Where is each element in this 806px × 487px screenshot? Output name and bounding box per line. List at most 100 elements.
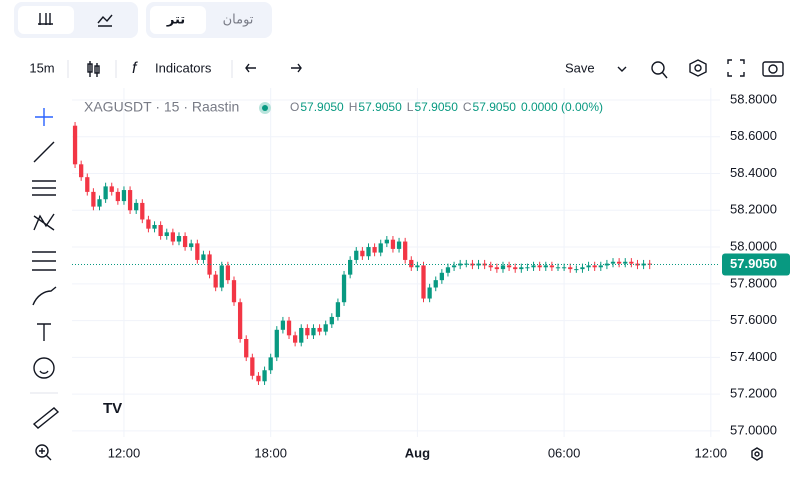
candle-body xyxy=(421,265,426,299)
line-tab[interactable] xyxy=(97,14,113,27)
x-tick-label: 12:00 xyxy=(108,445,141,460)
candle-body xyxy=(201,254,206,260)
candle-body xyxy=(610,261,616,264)
candle-body xyxy=(103,186,108,200)
candle-body xyxy=(519,267,524,270)
y-tick-label: 58.6000 xyxy=(730,128,777,143)
candle-body xyxy=(494,267,500,270)
ohlc-label: L xyxy=(407,100,414,114)
candle-body xyxy=(341,274,347,303)
ohlc-value: 57.9050 xyxy=(358,100,402,114)
candle-body xyxy=(470,263,475,266)
candle-body xyxy=(348,259,353,275)
ohlc: O 57.9050 H 57.9050 L 57.9050 C 57.9050 0.0000 (… xyxy=(290,100,603,114)
candle-body xyxy=(384,239,389,244)
tv-logo: TV xyxy=(103,400,122,417)
price-tag-label: 57.9050 xyxy=(730,256,777,271)
tether-label: تتر xyxy=(166,13,185,28)
y-tick-label: 57.8000 xyxy=(730,275,777,290)
candle-body xyxy=(140,202,145,220)
candle-body xyxy=(323,324,328,332)
y-tick-label: 58.8000 xyxy=(730,91,777,106)
candle-body xyxy=(488,265,493,268)
drawing-tools[interactable] xyxy=(32,108,60,461)
candle-body xyxy=(555,267,561,269)
candle-body xyxy=(500,265,506,270)
candle-body xyxy=(366,247,371,257)
candle-body xyxy=(415,265,420,268)
fx-icon: f xyxy=(132,60,138,77)
price-tag xyxy=(722,253,790,276)
candle-body xyxy=(97,199,102,207)
candle-body xyxy=(549,265,555,268)
candle-body xyxy=(256,375,261,382)
settings-icon[interactable] xyxy=(751,447,763,461)
candle-body xyxy=(286,320,292,336)
candle-body xyxy=(378,243,383,253)
candle-body xyxy=(146,219,151,229)
x-tick-label: Aug xyxy=(405,445,430,460)
candle-body xyxy=(506,265,512,268)
ohlc-label: C xyxy=(463,100,472,114)
candle-body xyxy=(433,280,438,288)
candle-body xyxy=(79,164,84,178)
candle-body xyxy=(213,274,218,288)
candle-body xyxy=(390,239,396,249)
save-btn[interactable]: Save xyxy=(565,60,595,75)
candle-body xyxy=(109,186,114,192)
candle-body xyxy=(464,263,469,265)
candle-body xyxy=(292,335,298,343)
candle-body xyxy=(561,267,567,269)
candle-body xyxy=(439,272,444,281)
y-tick-label: 57.0000 xyxy=(730,422,777,437)
indicators-btn[interactable]: Indicators xyxy=(155,60,212,75)
candle-body xyxy=(311,327,316,336)
candle-body xyxy=(219,265,224,288)
y-tick-label: 57.2000 xyxy=(730,386,777,401)
candle-body xyxy=(317,327,322,332)
candle-body xyxy=(476,263,481,266)
candle-body xyxy=(580,267,585,270)
undo-redo[interactable] xyxy=(245,63,302,73)
candle-body xyxy=(134,202,139,211)
ohlc-value: 57.9050 xyxy=(300,100,344,114)
x-tick-label: 18:00 xyxy=(254,445,287,460)
candle-body xyxy=(592,265,597,268)
candle-body xyxy=(72,125,78,165)
candle-body xyxy=(262,370,267,382)
y-tick-label: 57.6000 xyxy=(730,312,777,327)
candle-body xyxy=(403,241,408,260)
candle-type-btn[interactable] xyxy=(87,61,100,77)
interval[interactable]: 15m xyxy=(29,60,54,75)
y-tick-label: 58.2000 xyxy=(730,202,777,217)
candle-body xyxy=(127,190,133,211)
candle-body xyxy=(268,357,273,371)
candle-body xyxy=(299,327,304,343)
tether-tab[interactable] xyxy=(150,6,206,34)
candle-body xyxy=(237,302,243,339)
toman-label: تومان xyxy=(223,13,254,28)
candle-body xyxy=(360,250,365,257)
candle-body xyxy=(574,269,579,271)
candle-body xyxy=(189,243,194,248)
candle-body xyxy=(305,327,310,336)
y-tick-label: 58.0000 xyxy=(730,238,777,253)
top-icons[interactable] xyxy=(651,59,784,79)
candle-body xyxy=(329,316,334,325)
candle-body xyxy=(250,357,255,376)
candle-body xyxy=(225,265,231,281)
candle-body xyxy=(274,329,279,358)
candle-body xyxy=(91,191,96,207)
x-tick-label: 06:00 xyxy=(548,445,581,460)
candle-body xyxy=(616,261,622,264)
x-tick-label: 12:00 xyxy=(695,445,728,460)
status-dot xyxy=(262,105,268,111)
save-menu[interactable] xyxy=(617,66,627,72)
ohlc-label: H xyxy=(349,100,358,114)
y-tick-label: 57.4000 xyxy=(730,349,777,364)
candle-body xyxy=(537,265,542,268)
candle-body xyxy=(231,280,237,303)
candle-body xyxy=(164,232,169,237)
